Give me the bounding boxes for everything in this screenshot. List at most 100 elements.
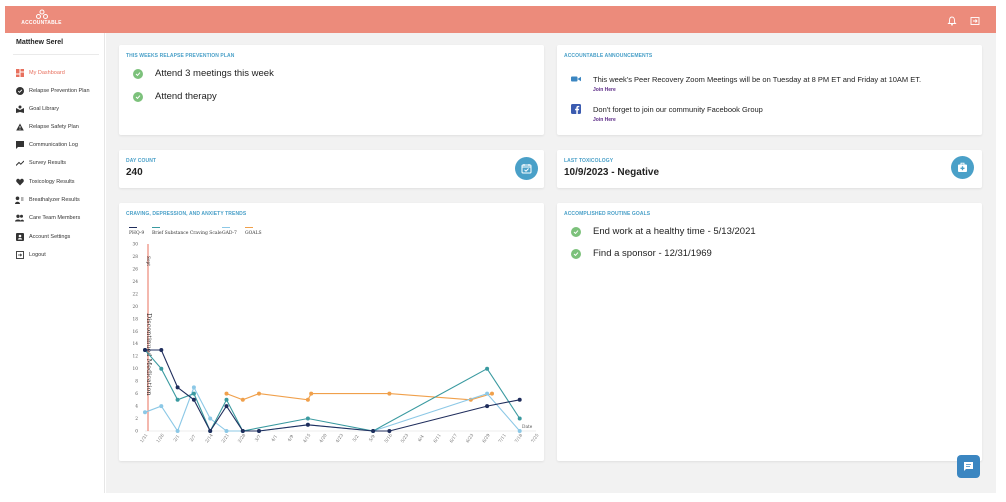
chat-icon	[15, 141, 24, 150]
data-point-craving[interactable]	[305, 416, 310, 421]
calendar-check-button[interactable]	[515, 157, 538, 180]
data-point-phq9[interactable]	[517, 397, 522, 402]
sidebar-item-toxicology-results[interactable]: Toxicology Results	[15, 176, 75, 188]
goal-item: Find a sponsor - 12/31/1969	[571, 248, 712, 259]
x-tick-label: 2/21	[221, 433, 231, 444]
logout-icon[interactable]	[969, 14, 981, 26]
medical-kit-button[interactable]	[951, 156, 974, 179]
data-point-goals[interactable]	[309, 391, 314, 396]
data-point-phq9[interactable]	[224, 404, 229, 409]
plan-item-text: Attend 3 meetings this week	[155, 68, 274, 79]
dashboard-icon	[15, 69, 24, 78]
data-point-gad7[interactable]	[485, 391, 490, 396]
legend-item-goals[interactable]: GOALS	[245, 227, 262, 236]
announcement-item: Don't forget to join our community Faceb…	[571, 99, 763, 123]
sidebar-item-label: Relapse Prevention Plan	[29, 88, 90, 94]
sidebar-item-logout[interactable]: Logout	[15, 249, 46, 261]
x-tick-label: 6/11	[433, 433, 443, 444]
data-point-gad7[interactable]	[224, 429, 229, 433]
data-point-goals[interactable]	[224, 391, 229, 396]
x-tick-label: 7/18	[514, 433, 524, 444]
sidebar-item-label: Relapse Safety Plan	[29, 124, 79, 130]
data-point-craving[interactable]	[485, 366, 490, 371]
data-point-phq9[interactable]	[240, 429, 245, 433]
data-point-gad7[interactable]	[208, 416, 213, 421]
data-point-craving[interactable]	[517, 416, 522, 421]
data-point-gad7[interactable]	[517, 429, 522, 433]
x-tick-label: 3/7	[255, 434, 263, 443]
data-point-craving[interactable]	[224, 397, 229, 402]
calendar-check-icon	[521, 164, 532, 174]
sidebar-item-my-dashboard[interactable]: My Dashboard	[15, 67, 65, 79]
data-point-goals[interactable]	[490, 391, 494, 396]
sidebar-item-label: Account Settings	[29, 234, 71, 240]
legend-item-phq9[interactable]: PHQ-9	[129, 227, 145, 236]
sidebar-item-label: Care Team Members	[29, 215, 81, 221]
goal-item-text: End work at a healthy time - 5/13/2021	[593, 226, 756, 237]
x-tick-label: 6/23	[466, 433, 476, 444]
announcement-text: This week's Peer Recovery Zoom Meetings …	[593, 75, 922, 84]
join-here-link[interactable]: Join Here	[593, 87, 616, 93]
data-point-gad7[interactable]	[191, 385, 196, 390]
breath-icon	[15, 196, 24, 205]
data-point-phq9[interactable]	[191, 397, 196, 402]
day-count-value: 240	[126, 167, 143, 178]
data-point-craving[interactable]	[159, 366, 164, 371]
sidebar-item-communication-log[interactable]: Communication Log	[15, 139, 78, 151]
data-point-phq9[interactable]	[485, 404, 490, 409]
x-tick-label: 5/23	[400, 433, 410, 444]
data-point-phq9[interactable]	[208, 429, 213, 433]
data-point-craving[interactable]	[175, 397, 180, 402]
join-here-link[interactable]: Join Here	[593, 117, 616, 123]
x-tick-label: 5/9	[369, 434, 377, 443]
sidebar-item-relapse-safety-plan[interactable]: Relapse Safety Plan	[15, 121, 79, 133]
sidebar-item-breathalyzer-results[interactable]: Breathalyzer Results	[15, 194, 80, 206]
data-point-gad7[interactable]	[143, 410, 147, 415]
data-point-phq9[interactable]	[371, 429, 376, 433]
data-point-craving[interactable]	[191, 391, 196, 396]
data-point-gad7[interactable]	[159, 404, 164, 409]
card-title: ACCOUNTABLE ANNOUNCEMENTS	[564, 53, 653, 59]
marker-annotation-top: Sept	[145, 256, 150, 266]
sidebar-item-survey-results[interactable]: Survey Results	[15, 157, 66, 169]
legend-item-craving[interactable]: Brief Substance Craving Scale	[152, 227, 222, 236]
y-tick-label: 12	[133, 355, 139, 360]
y-tick-label: 4	[135, 405, 138, 410]
legend-label: PHQ-9	[129, 231, 145, 236]
data-point-gad7[interactable]	[175, 429, 180, 433]
bell-icon[interactable]	[946, 14, 958, 26]
sidebar-item-account-settings[interactable]: Account Settings	[15, 231, 70, 243]
accountable-logo[interactable]: ACCOUNTABLE	[19, 9, 64, 31]
legend-swatch	[245, 227, 253, 228]
data-point-phq9[interactable]	[175, 385, 180, 390]
chat-button[interactable]	[957, 455, 980, 478]
data-point-phq9[interactable]	[305, 422, 310, 427]
data-point-goals[interactable]	[240, 397, 245, 402]
data-point-goals[interactable]	[257, 391, 261, 396]
sidebar-item-relapse-prevention-plan[interactable]: Relapse Prevention Plan	[15, 85, 90, 97]
legend-swatch	[222, 227, 230, 228]
data-point-phq9[interactable]	[159, 348, 164, 352]
card-title: ACCOMPLISHED ROUTINE GOALS	[564, 211, 651, 217]
x-tick-label: 7/25	[531, 433, 541, 444]
y-tick-label: 8	[135, 380, 138, 385]
x-tick-label: 6/17	[449, 433, 459, 444]
heart-icon	[15, 178, 24, 187]
data-point-phq9[interactable]	[143, 348, 147, 352]
x-tick-label: 5/2	[352, 434, 360, 443]
y-tick-label: 22	[133, 292, 139, 297]
day-count-card: DAY COUNT 240	[119, 150, 544, 188]
legend-item-gad7[interactable]: GAD-7	[222, 227, 237, 236]
data-point-goals[interactable]	[387, 391, 392, 396]
card-title: DAY COUNT	[126, 158, 157, 164]
data-point-goals[interactable]	[305, 397, 310, 402]
x-tick-label: 2/28	[238, 433, 248, 444]
data-point-phq9[interactable]	[387, 429, 392, 433]
sidebar-item-goal-library[interactable]: Goal Library	[15, 103, 59, 115]
main-content: THIS WEEKS RELAPSE PREVENTION PLAN Atten…	[106, 33, 996, 493]
data-point-phq9[interactable]	[257, 429, 261, 433]
x-tick-label: 4/9	[287, 434, 295, 443]
sidebar-item-care-team-members[interactable]: Care Team Members	[15, 212, 80, 224]
logo-text: ACCOUNTABLE	[21, 20, 62, 26]
